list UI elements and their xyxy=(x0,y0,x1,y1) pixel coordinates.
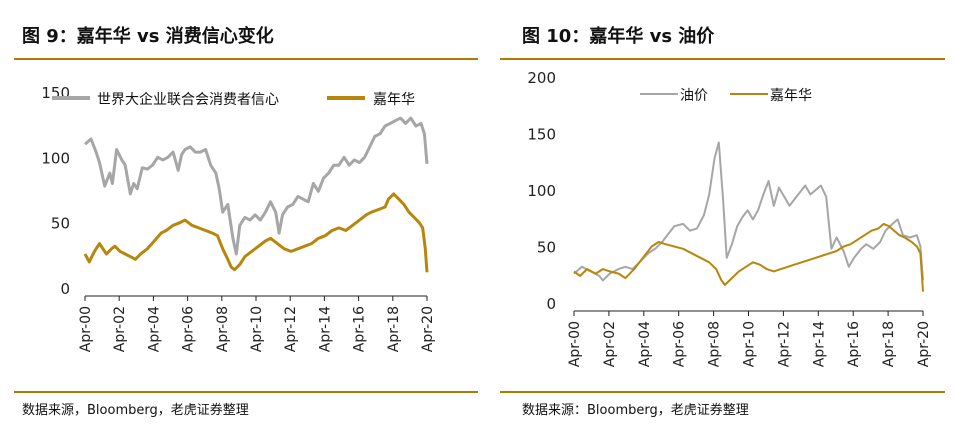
x-tick-label: Apr-10 xyxy=(249,306,265,352)
x-tick-label: Apr-20 xyxy=(420,306,436,352)
y-tick-label: 100 xyxy=(527,182,556,200)
series-line-gray xyxy=(573,141,924,282)
legend-label: 油价 xyxy=(680,88,708,104)
x-tick-label: Apr-14 xyxy=(811,321,827,367)
legend-label: 嘉年华 xyxy=(770,88,812,104)
x-tick-label: Apr-16 xyxy=(352,306,368,352)
x-tick-label: Apr-02 xyxy=(602,321,618,367)
title-rule xyxy=(500,58,945,60)
x-tick-label: Apr-00 xyxy=(567,321,583,367)
chart-canvas: 0 50 100 150 200 Apr-00 Apr-02 Apr-04 Apr-06 Apr-… xyxy=(527,69,932,367)
y-tick-label: 0 xyxy=(60,280,70,298)
legend-label: 世界大企业联合会消费者信心 xyxy=(97,91,279,108)
x-tick-label: Apr-00 xyxy=(78,306,94,352)
x-tick-label: Apr-12 xyxy=(776,321,792,367)
x-tick-label: Apr-14 xyxy=(317,306,333,352)
y-tick-label: 100 xyxy=(41,149,70,167)
source-note: 数据来源，Bloomberg，老虎证券整理 xyxy=(22,403,249,418)
y-tick-label: 150 xyxy=(527,126,556,144)
x-tick-label: Apr-08 xyxy=(707,321,723,367)
x-tick-label: Apr-18 xyxy=(386,306,402,352)
source-rule xyxy=(14,391,478,393)
chart-panel-consumer-confidence: 图 9：嘉年华 vs 消费信心变化 0 50 100 150 Apr-00 Apr-02 A… xyxy=(14,26,478,418)
source-rule xyxy=(500,391,945,393)
series-line-gold xyxy=(83,192,429,273)
chart-title: 图 9：嘉年华 vs 消费信心变化 xyxy=(22,26,274,47)
source-note: 数据来源：Bloomberg，老虎证券整理 xyxy=(522,403,749,418)
x-tick-label: Apr-16 xyxy=(846,321,862,367)
x-tick-label: Apr-06 xyxy=(672,321,688,367)
y-tick-label: 50 xyxy=(51,215,70,233)
x-tick-label: Apr-20 xyxy=(916,321,932,367)
x-tick-label: Apr-08 xyxy=(215,306,231,352)
x-tick-label: Apr-04 xyxy=(637,321,653,367)
chart-panel-oil-price: 图 10：嘉年华 vs 油价 0 50 100 150 200 Apr-00 Apr-02 A… xyxy=(500,0,955,436)
legend-label: 嘉年华 xyxy=(373,92,415,108)
series-line-gray xyxy=(84,116,429,256)
x-tick-label: Apr-10 xyxy=(742,321,758,367)
chart-title: 图 10：嘉年华 vs 油价 xyxy=(522,26,715,47)
x-tick-label: Apr-12 xyxy=(283,306,299,352)
y-tick-label: 200 xyxy=(527,69,556,87)
y-tick-label: 50 xyxy=(537,239,556,257)
x-tick-label: Apr-02 xyxy=(112,306,128,352)
title-rule xyxy=(14,58,478,60)
x-tick-label: Apr-04 xyxy=(146,306,162,352)
x-tick-label: Apr-06 xyxy=(181,306,197,352)
x-tick-label: Apr-18 xyxy=(881,321,897,367)
series-line-gold xyxy=(573,222,924,292)
y-tick-label: 0 xyxy=(546,295,556,313)
